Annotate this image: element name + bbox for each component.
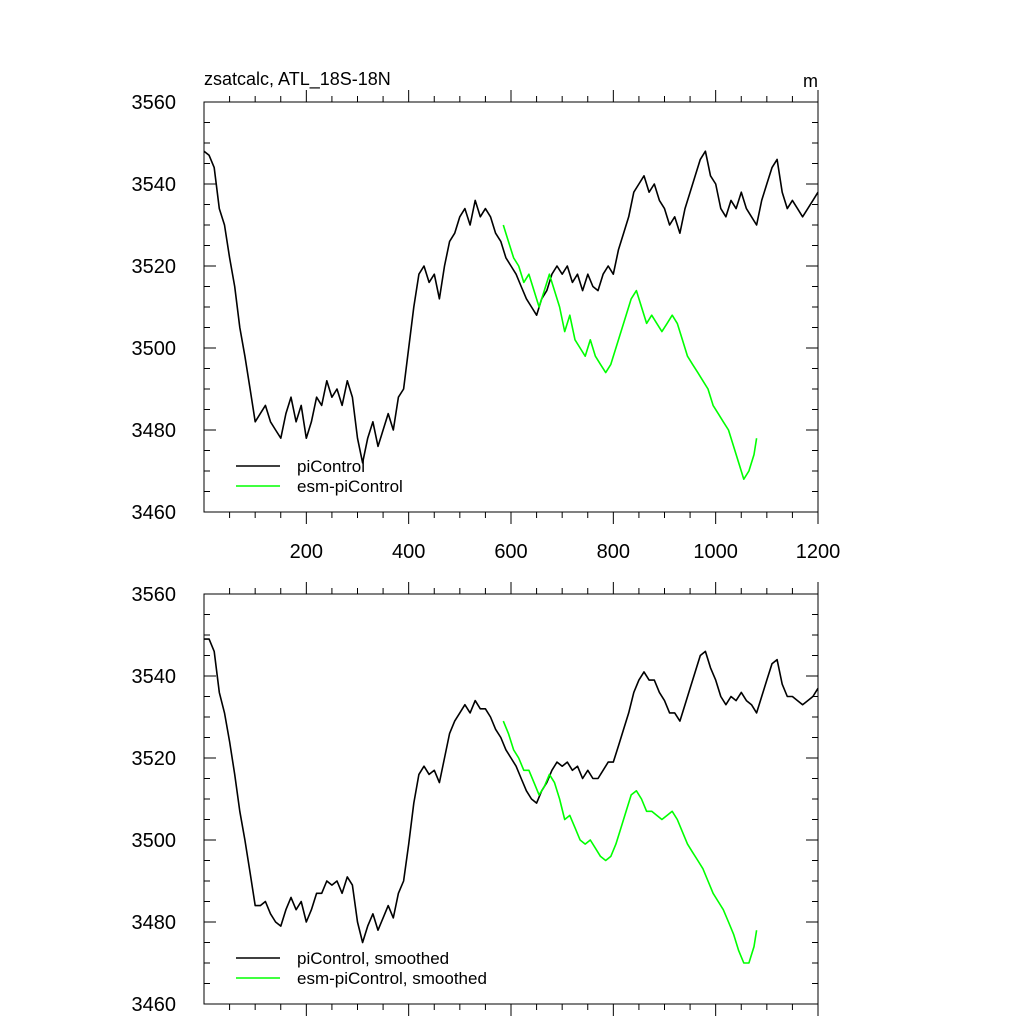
y-tick-label: 3540 (132, 666, 177, 688)
y-tick-label: 3540 (132, 174, 177, 196)
x-tick-label: 1000 (693, 541, 738, 563)
bottom-panel: 3460 3480 3500 3520 3540 3560 piControl, smoot… (132, 582, 819, 1016)
series-line-0 (204, 638, 819, 944)
x-tick-label: 400 (392, 541, 425, 563)
y-tick-label: 3460 (132, 502, 177, 524)
y-tick-label: 3520 (132, 748, 177, 770)
series-line-1 (502, 720, 758, 964)
y-tick-label: 3560 (132, 92, 177, 114)
x-tick-label: 800 (597, 541, 630, 563)
legend-label: piControl (297, 457, 365, 476)
y-tick-label: 3480 (132, 420, 177, 442)
x-tick-label: 600 (494, 541, 527, 563)
legend-label: esm-piControl (297, 477, 403, 496)
plot-frame (203, 593, 819, 1005)
x-tick-label: 200 (290, 541, 323, 563)
series-line-0 (203, 150, 819, 464)
y-tick-label: 3560 (132, 584, 177, 606)
y-tick-label: 3500 (132, 338, 177, 360)
legend-label: esm-piControl, smoothed (297, 969, 487, 988)
top-panel: 3460 3480 3500 3520 3540 3560 200 400 600 800 1000… (132, 69, 841, 563)
legend-label: piControl, smoothed (297, 949, 449, 968)
y-tick-label: 3480 (132, 912, 177, 934)
plot-frame (203, 101, 819, 513)
units-label: m (803, 71, 818, 91)
x-tick-label: 1200 (796, 541, 841, 563)
y-tick-label: 3460 (132, 994, 177, 1016)
y-tick-label: 3520 (132, 256, 177, 278)
y-tick-label: 3500 (132, 830, 177, 852)
chart-title: zsatcalc, ATL_18S-18N (204, 69, 391, 90)
series-line-1 (502, 224, 758, 480)
